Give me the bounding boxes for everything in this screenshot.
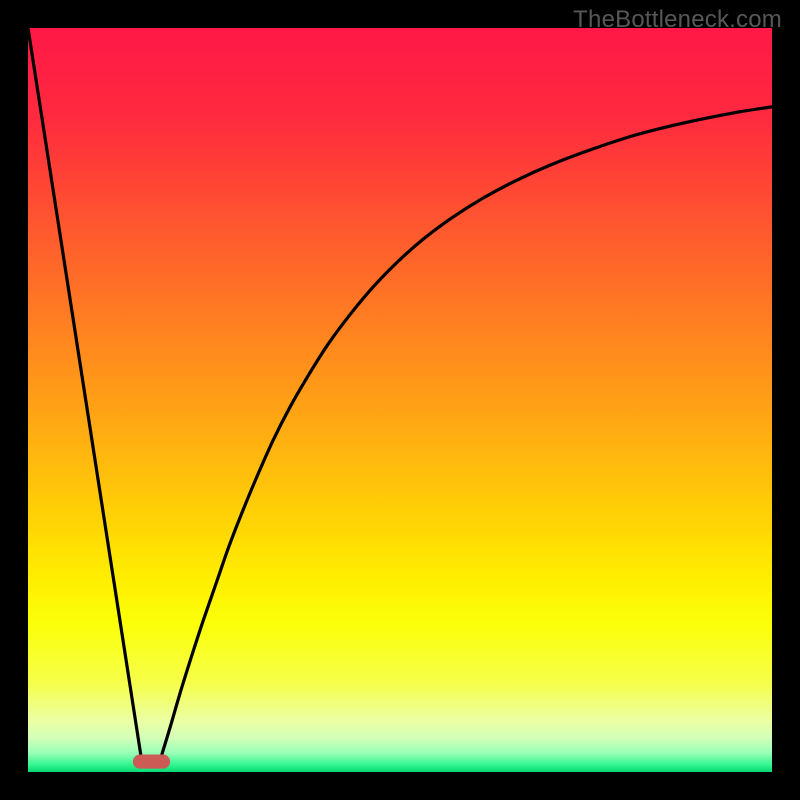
bottleneck-chart — [0, 0, 800, 800]
chart-frame: TheBottleneck.com — [0, 0, 800, 800]
gradient-background — [28, 28, 772, 772]
watermark-text: TheBottleneck.com — [573, 6, 782, 34]
vertex-marker — [133, 755, 170, 769]
